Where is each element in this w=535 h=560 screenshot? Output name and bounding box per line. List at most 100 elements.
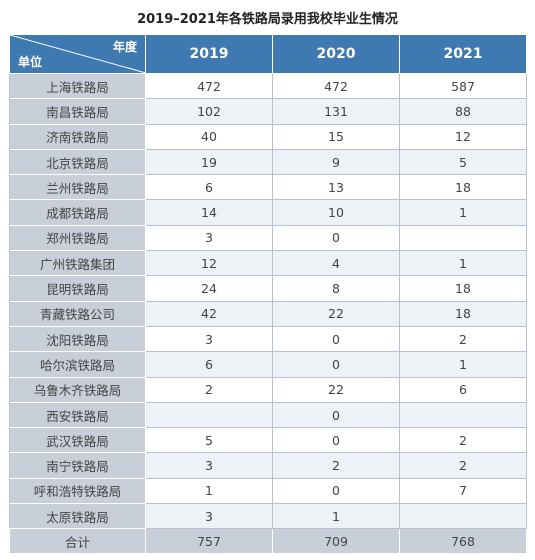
table-row: 广州铁路集团 12 4 1 bbox=[9, 250, 527, 277]
value-cell-2019: 3 bbox=[145, 325, 273, 353]
value-cell-2019: 2 bbox=[145, 376, 273, 403]
value-cell-2020: 1 bbox=[272, 503, 400, 530]
row-name-cell: 哈尔滨铁路局 bbox=[9, 351, 146, 378]
value-cell-2020: 472 bbox=[272, 72, 400, 100]
year-header-label: 年度 bbox=[112, 40, 137, 54]
value-cell-2021: 1 bbox=[399, 199, 527, 226]
graduates-table: 年度 单位 2019 2020 2021 上海铁路局 472 472 587 南昌铁路局… bbox=[9, 34, 527, 555]
table-row: 成都铁路局 14 10 1 bbox=[9, 199, 527, 226]
table-row: 乌鲁木齐铁路局 2 22 6 bbox=[9, 376, 527, 403]
row-name-cell: 沈阳铁路局 bbox=[9, 325, 146, 353]
value-cell-2021: 2 bbox=[399, 325, 527, 353]
value-cell-2021 bbox=[399, 503, 527, 530]
value-cell-2020: 15 bbox=[272, 123, 400, 150]
table-row: 武汉铁路局 5 0 2 bbox=[9, 427, 527, 454]
row-name-cell: 南宁铁路局 bbox=[9, 452, 146, 479]
value-cell-2020: 0 bbox=[272, 325, 400, 353]
value-cell-2021: 1 bbox=[399, 351, 527, 378]
value-cell-2020: 0 bbox=[272, 477, 400, 505]
year-header-2020: 2020 bbox=[272, 34, 400, 74]
value-cell-2019: 1 bbox=[145, 477, 273, 505]
value-cell-2019: 14 bbox=[145, 199, 273, 226]
row-name-cell: 成都铁路局 bbox=[9, 199, 146, 226]
value-cell-2020: 4 bbox=[272, 250, 400, 277]
total-label: 合计 bbox=[9, 528, 146, 555]
row-name-cell: 西安铁路局 bbox=[9, 401, 146, 429]
row-name-cell: 郑州铁路局 bbox=[9, 224, 146, 252]
corner-header-cell: 年度 单位 bbox=[9, 34, 146, 74]
table-row: 北京铁路局 19 9 5 bbox=[9, 148, 527, 176]
value-cell-2019 bbox=[145, 401, 273, 429]
value-cell-2019: 5 bbox=[145, 427, 273, 454]
value-cell-2019: 19 bbox=[145, 148, 273, 176]
value-cell-2019: 24 bbox=[145, 275, 273, 302]
value-cell-2020: 0 bbox=[272, 224, 400, 252]
table-row: 南宁铁路局 3 2 2 bbox=[9, 452, 527, 479]
value-cell-2020: 131 bbox=[272, 98, 400, 125]
value-cell-2020: 9 bbox=[272, 148, 400, 176]
table-title: 2019–2021年各铁路局录用我校毕业生情况 bbox=[137, 12, 398, 27]
year-header-2021: 2021 bbox=[399, 34, 527, 74]
value-cell-2019: 12 bbox=[145, 250, 273, 277]
value-cell-2019: 6 bbox=[145, 174, 273, 201]
value-cell-2021: 88 bbox=[399, 98, 527, 125]
row-name-cell: 太原铁路局 bbox=[9, 503, 146, 530]
table-body: 上海铁路局 472 472 587 南昌铁路局 102 131 88 济南铁路局 40 15 12 北京… bbox=[9, 72, 527, 530]
total-2019: 757 bbox=[145, 528, 273, 555]
table-row: 昆明铁路局 24 8 18 bbox=[9, 275, 527, 302]
value-cell-2021: 18 bbox=[399, 275, 527, 302]
value-cell-2021: 6 bbox=[399, 376, 527, 403]
row-name-cell: 昆明铁路局 bbox=[9, 275, 146, 302]
table-row: 兰州铁路局 6 13 18 bbox=[9, 174, 527, 201]
value-cell-2021: 18 bbox=[399, 300, 527, 327]
value-cell-2021: 2 bbox=[399, 452, 527, 479]
value-cell-2019: 3 bbox=[145, 452, 273, 479]
value-cell-2020: 13 bbox=[272, 174, 400, 201]
value-cell-2019: 6 bbox=[145, 351, 273, 378]
value-cell-2019: 42 bbox=[145, 300, 273, 327]
table-row: 济南铁路局 40 15 12 bbox=[9, 123, 527, 150]
row-name-cell: 呼和浩特铁路局 bbox=[9, 477, 146, 505]
value-cell-2019: 3 bbox=[145, 224, 273, 252]
total-2020: 709 bbox=[272, 528, 400, 555]
value-cell-2021: 7 bbox=[399, 477, 527, 505]
row-name-cell: 北京铁路局 bbox=[9, 148, 146, 176]
value-cell-2019: 40 bbox=[145, 123, 273, 150]
row-name-cell: 兰州铁路局 bbox=[9, 174, 146, 201]
year-header-2019: 2019 bbox=[145, 34, 273, 74]
row-name-cell: 上海铁路局 bbox=[9, 72, 146, 100]
value-cell-2019: 102 bbox=[145, 98, 273, 125]
value-cell-2020: 22 bbox=[272, 376, 400, 403]
table-row: 青藏铁路公司 42 22 18 bbox=[9, 300, 527, 327]
value-cell-2021: 2 bbox=[399, 427, 527, 454]
table-row: 呼和浩特铁路局 1 0 7 bbox=[9, 477, 527, 505]
value-cell-2021: 1 bbox=[399, 250, 527, 277]
value-cell-2021: 18 bbox=[399, 174, 527, 201]
total-2021: 768 bbox=[399, 528, 527, 555]
row-name-cell: 乌鲁木齐铁路局 bbox=[9, 376, 146, 403]
value-cell-2020: 8 bbox=[272, 275, 400, 302]
value-cell-2020: 0 bbox=[272, 401, 400, 429]
value-cell-2020: 10 bbox=[272, 199, 400, 226]
value-cell-2020: 2 bbox=[272, 452, 400, 479]
value-cell-2019: 3 bbox=[145, 503, 273, 530]
table-row: 郑州铁路局 3 0 bbox=[9, 224, 527, 252]
value-cell-2021 bbox=[399, 224, 527, 252]
total-row: 合计 757 709 768 bbox=[9, 528, 527, 555]
value-cell-2020: 0 bbox=[272, 351, 400, 378]
value-cell-2020: 22 bbox=[272, 300, 400, 327]
value-cell-2021: 12 bbox=[399, 123, 527, 150]
value-cell-2020: 0 bbox=[272, 427, 400, 454]
value-cell-2021: 5 bbox=[399, 148, 527, 176]
value-cell-2019: 472 bbox=[145, 72, 273, 100]
row-name-cell: 济南铁路局 bbox=[9, 123, 146, 150]
table-row: 西安铁路局 0 bbox=[9, 401, 527, 429]
table-row: 南昌铁路局 102 131 88 bbox=[9, 98, 527, 125]
row-name-cell: 武汉铁路局 bbox=[9, 427, 146, 454]
table-row: 上海铁路局 472 472 587 bbox=[9, 72, 527, 100]
row-name-cell: 广州铁路集团 bbox=[9, 250, 146, 277]
unit-header-label: 单位 bbox=[18, 55, 43, 69]
value-cell-2021 bbox=[399, 401, 527, 429]
diagonal-divider bbox=[10, 35, 145, 73]
header-row: 年度 单位 2019 2020 2021 bbox=[9, 34, 527, 74]
